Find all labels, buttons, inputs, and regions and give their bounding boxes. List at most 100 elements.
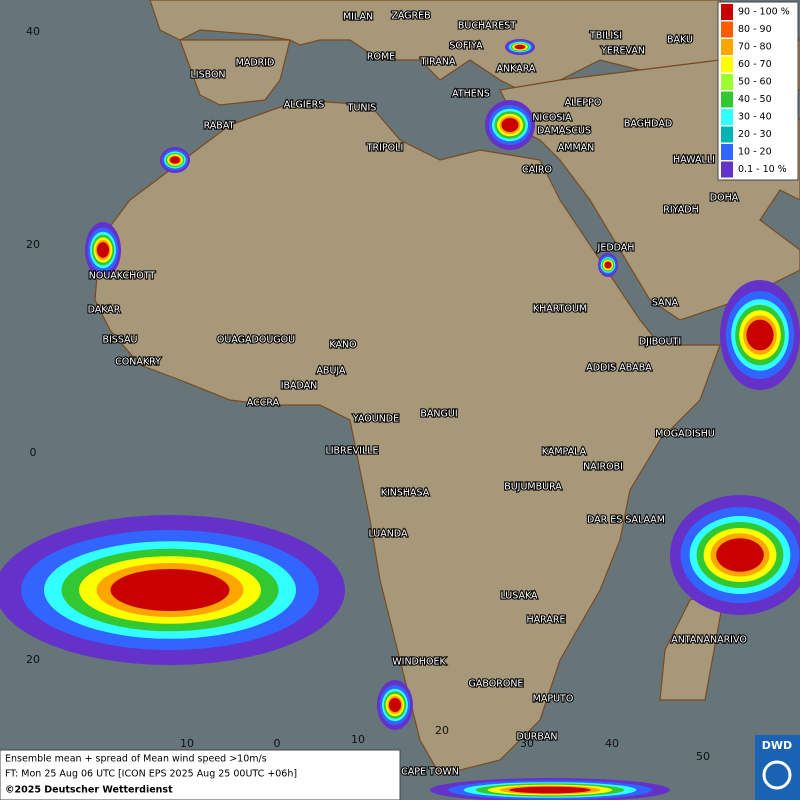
city-label: MADRID [236, 58, 275, 69]
city-label: LUANDA [368, 529, 408, 540]
legend-swatch [721, 161, 733, 178]
city-label: TIRANA [420, 57, 456, 68]
city-label: DAR ES SALAAM [587, 515, 665, 526]
logo: DWD [755, 735, 800, 800]
legend-swatch [721, 126, 733, 143]
lon-label: 10 [180, 737, 194, 750]
city-label: LUSAKA [500, 591, 538, 602]
legend-label: 90 - 100 % [738, 7, 790, 18]
city-label: KANO [329, 340, 356, 351]
city-label: BUCHAREST [458, 21, 516, 32]
legend-label: 30 - 40 [738, 112, 772, 123]
city-label: IBADAN [281, 381, 318, 392]
lat-label: 0 [30, 446, 37, 459]
city-label: OUAGADOUGOU [217, 335, 295, 346]
city-label: CONAKRY [115, 357, 161, 368]
city-label: LISBON [190, 70, 225, 81]
city-label: AMMAN [558, 143, 595, 154]
legend-swatch [721, 4, 733, 20]
city-label: BISSAU [102, 335, 137, 346]
legend-swatch [721, 91, 733, 108]
city-label: DAKAR [88, 305, 121, 316]
city-label: NAIROBI [583, 462, 623, 473]
city-label: DURBAN [517, 732, 558, 743]
city-label: ALEPPO [565, 98, 602, 109]
legend-swatch [721, 39, 733, 55]
caption-line: ©2025 Deutscher Wetterdienst [5, 785, 173, 796]
lat-label: 20 [26, 238, 40, 251]
city-label: HAWALLI [673, 155, 715, 166]
lat-label: 20 [26, 653, 40, 666]
city-label: BAKU [667, 35, 693, 46]
city-label: DJIBOUTI [639, 337, 681, 348]
city-label: KINSHASA [381, 488, 430, 499]
city-label: KAMPALA [542, 447, 587, 458]
city-label: BUJUMBURA [504, 482, 562, 493]
lat-label: 40 [26, 25, 40, 38]
city-label: HARARE [527, 615, 566, 626]
city-label: GABORONE [469, 679, 524, 690]
city-label: TUNIS [347, 103, 377, 114]
lon-label: 10 [351, 733, 365, 746]
city-label: TRIPOLI [366, 143, 404, 154]
city-label: RABAT [204, 121, 235, 132]
city-label: YAOUNDE [352, 414, 399, 425]
city-label: MAPUTO [533, 694, 574, 705]
city-label: ANKARA [497, 64, 536, 75]
legend-swatch [721, 109, 733, 125]
legend-label: 60 - 70 [738, 59, 772, 70]
city-label: DOHA [710, 193, 739, 204]
lon-label: 20 [435, 724, 449, 737]
logo-swirl [762, 760, 792, 790]
city-label: BAGHDAD [624, 119, 672, 130]
legend-label: 20 - 30 [738, 129, 772, 140]
legend-label: 50 - 60 [738, 77, 772, 88]
city-label: ATHENS [452, 89, 490, 100]
city-label: ADDIS ABABA [586, 363, 652, 374]
city-label: ABUJA [316, 366, 346, 377]
city-label: DAMASCUS [537, 126, 591, 137]
legend-label: 80 - 90 [738, 24, 772, 35]
city-label: SANA [652, 298, 679, 309]
legend-label: 70 - 80 [738, 42, 772, 53]
legend-swatch [721, 144, 733, 160]
lon-label: 50 [696, 750, 710, 763]
legend-label: 10 - 20 [738, 147, 772, 158]
city-label: SOFIYA [449, 41, 483, 52]
city-label: ZAGREB [391, 11, 430, 22]
caption-box [0, 749, 401, 801]
caption: Ensemble mean + spread of Mean wind spee… [0, 749, 401, 801]
legend-label: 40 - 50 [738, 94, 772, 105]
legend-swatch [721, 56, 733, 73]
legend-swatch [721, 21, 733, 38]
legend-label: 0.1 - 10 % [738, 164, 787, 175]
city-label: RIYADH [663, 205, 698, 216]
city-label: LIBREVILLE [325, 446, 378, 457]
city-label: KHARTOUM [533, 304, 587, 315]
logo-text: DWD [762, 739, 792, 752]
legend: 90 - 100 % 80 - 90 70 - 80 60 - 70 50 - 60 40… [717, 1, 799, 181]
city-label: NICOSIA [532, 113, 572, 124]
city-label: CAPE TOWN [401, 767, 459, 778]
city-label: ALGIERS [284, 100, 325, 111]
city-label: YEREVAN [600, 46, 645, 57]
city-label: MOGADISHU [655, 429, 715, 440]
lon-label: 30 [520, 737, 534, 750]
city-label: ANTANANARIVO [671, 635, 747, 646]
city-label: CAIRO [522, 165, 552, 176]
caption-line: FT: Mon 25 Aug 06 UTC [ICON EPS 2025 Aug… [5, 769, 297, 780]
city-label: TBILISI [589, 31, 622, 42]
lon-label: 0 [274, 737, 281, 750]
city-label: ROME [367, 52, 395, 63]
land [94, 0, 800, 776]
city-label: BANGUI [420, 409, 457, 420]
legend-swatch [721, 74, 733, 90]
caption-line: Ensemble mean + spread of Mean wind spee… [5, 754, 267, 765]
city-label: JEDDAH [597, 243, 635, 254]
city-label: ACCRA [247, 398, 280, 409]
city-label: NOUAKCHOTT [89, 271, 156, 282]
lon-label: 40 [605, 737, 619, 750]
city-label: MILAN [343, 12, 373, 23]
city-label: WINDHOEK [392, 657, 446, 668]
